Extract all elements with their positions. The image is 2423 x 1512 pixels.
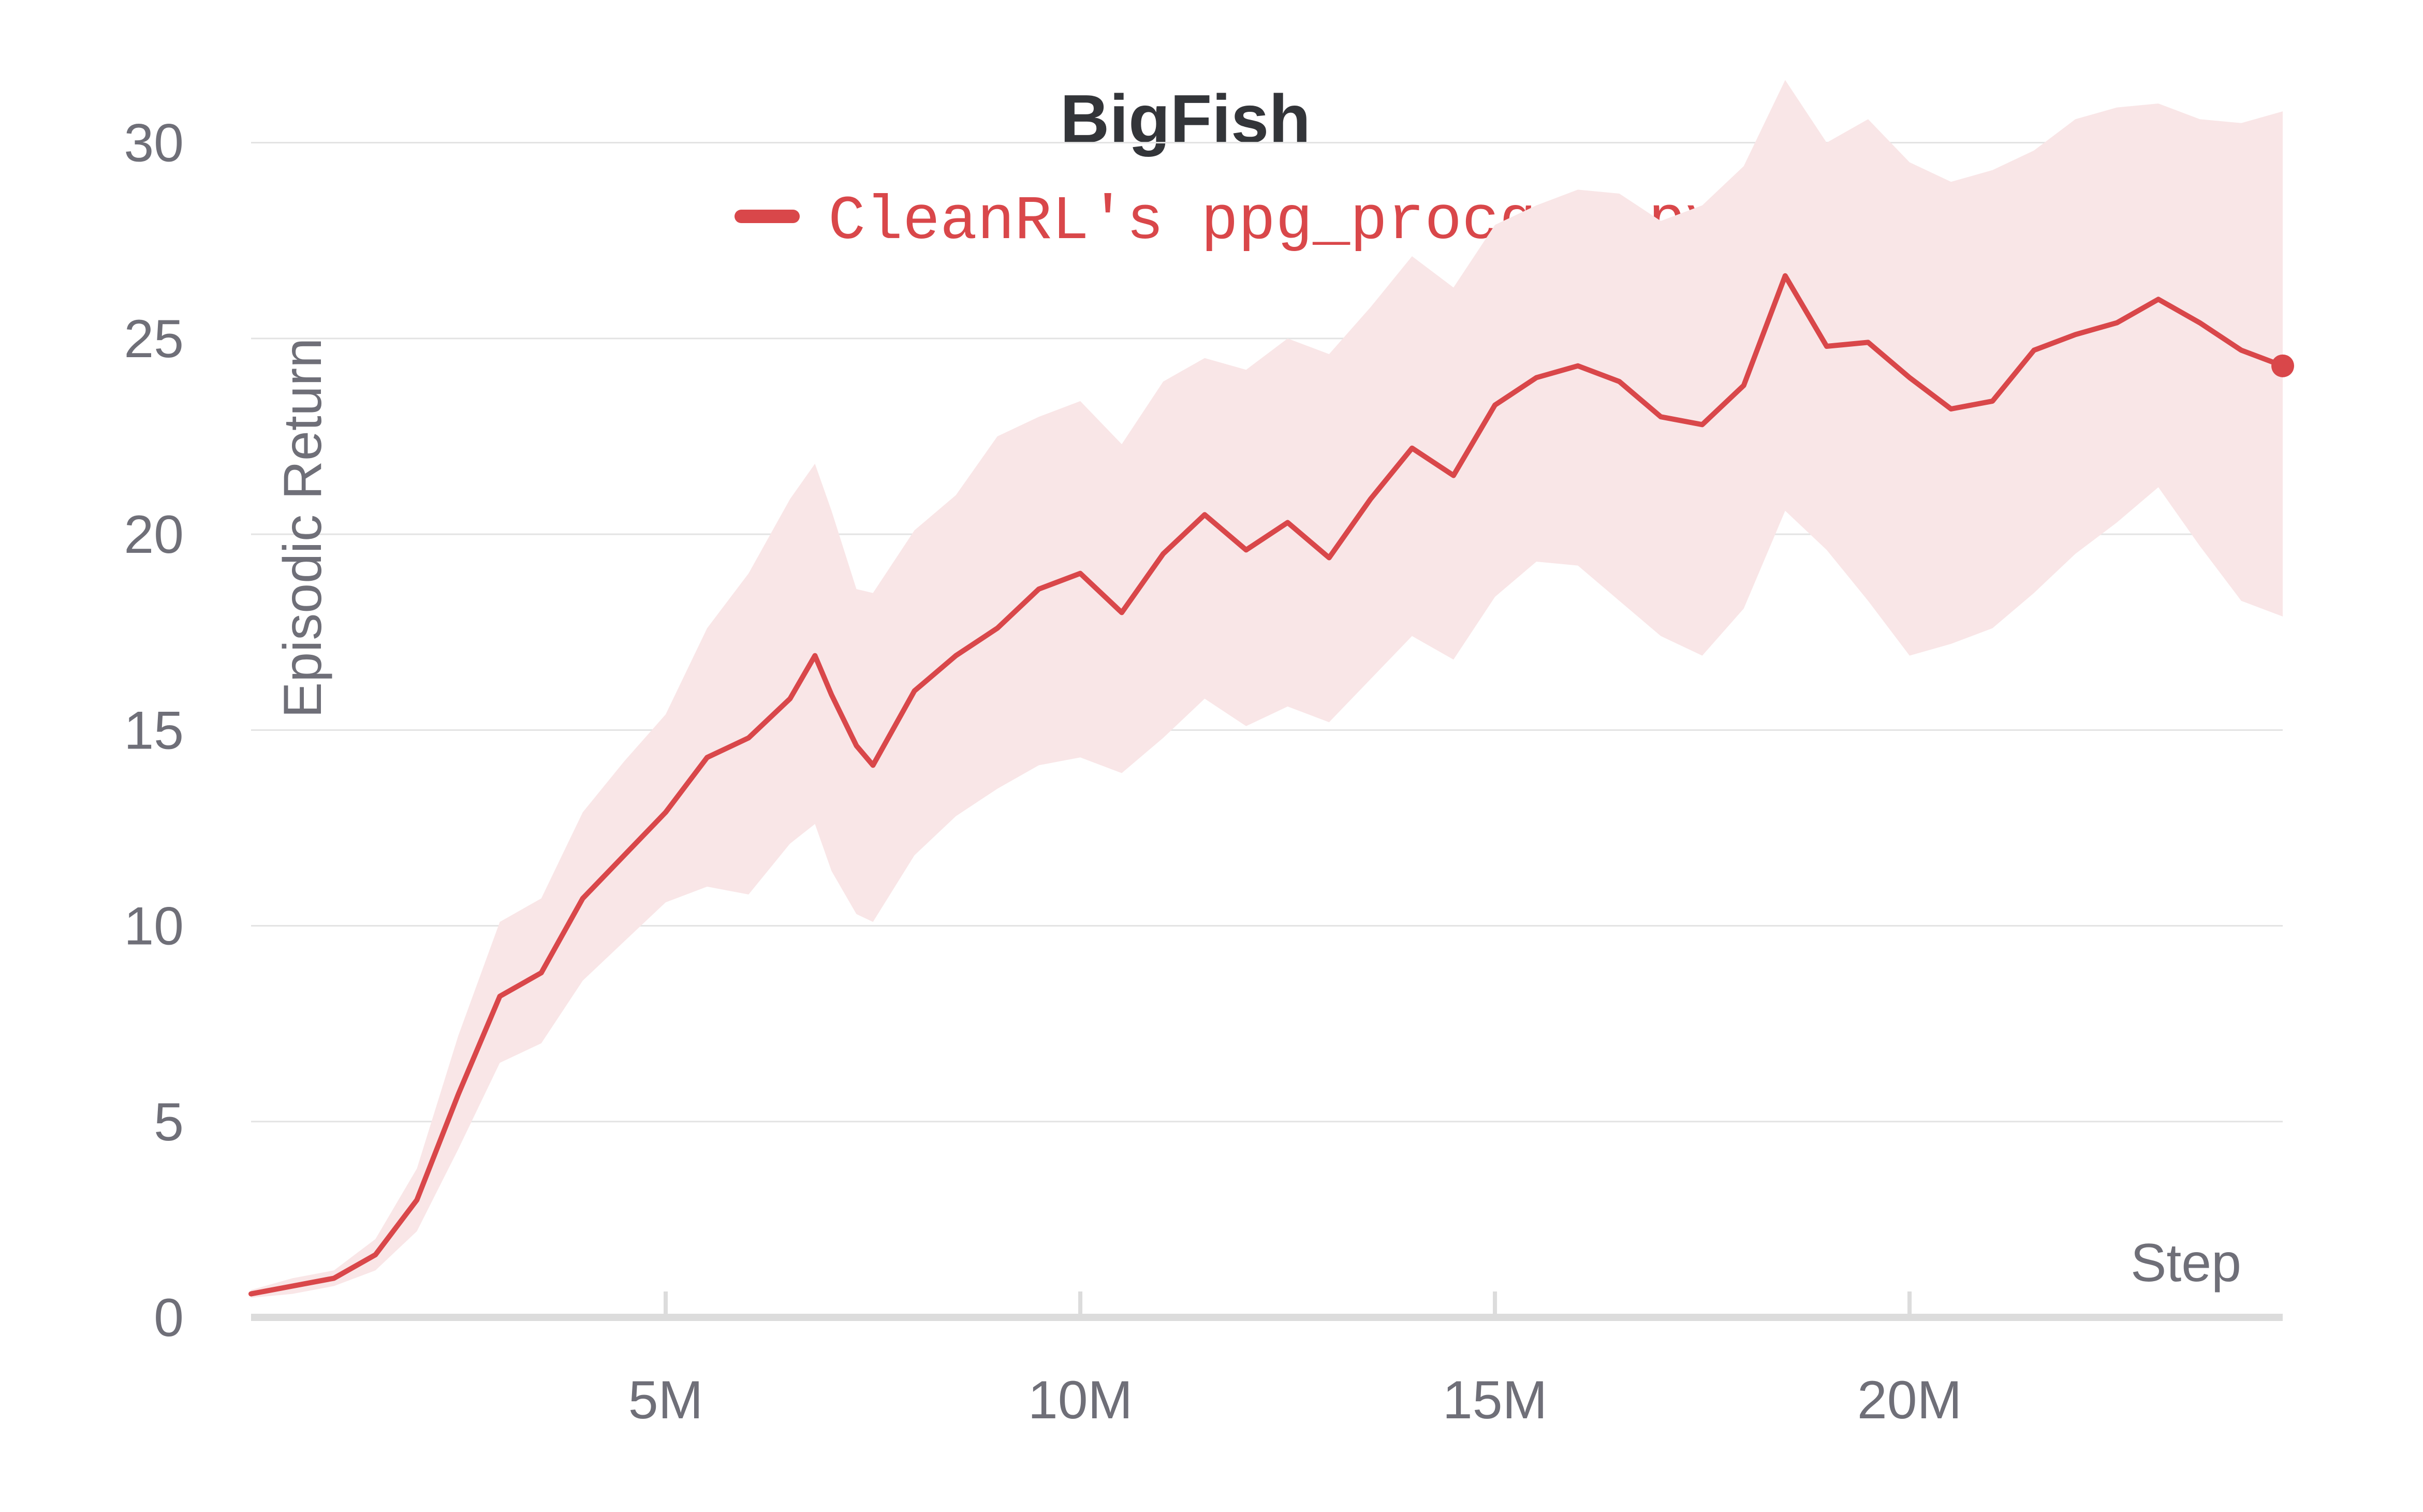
series-line xyxy=(248,273,2285,1297)
x-tick-label: 10M xyxy=(1028,1370,1133,1430)
series-band xyxy=(251,80,2283,1298)
x-tick-label: 15M xyxy=(1443,1370,1547,1430)
confidence-band xyxy=(251,80,2283,1298)
y-tick-labels: 0 5 10 15 20 25 30 xyxy=(124,113,184,1348)
y-axis-label: Episodic Return xyxy=(273,338,333,718)
x-axis-label: Step xyxy=(2131,1233,2241,1293)
y-tick-label: 15 xyxy=(124,700,184,760)
x-tick-label: 20M xyxy=(1857,1370,1962,1430)
y-tick-label: 30 xyxy=(124,113,184,173)
y-tick-label: 25 xyxy=(124,309,184,369)
x-tick-label: 5M xyxy=(628,1370,703,1430)
y-tick-label: 20 xyxy=(124,505,184,565)
series-end-point xyxy=(2271,354,2294,377)
y-tick-label: 0 xyxy=(154,1288,184,1348)
y-tick-label: 5 xyxy=(154,1092,184,1152)
y-tick-label: 10 xyxy=(124,897,184,957)
x-tick-labels: 5M 10M 15M 20M xyxy=(628,1370,1962,1430)
chart-title: BigFish xyxy=(1060,81,1311,157)
x-axis xyxy=(251,1291,2283,1321)
series-lines xyxy=(248,273,2294,1297)
